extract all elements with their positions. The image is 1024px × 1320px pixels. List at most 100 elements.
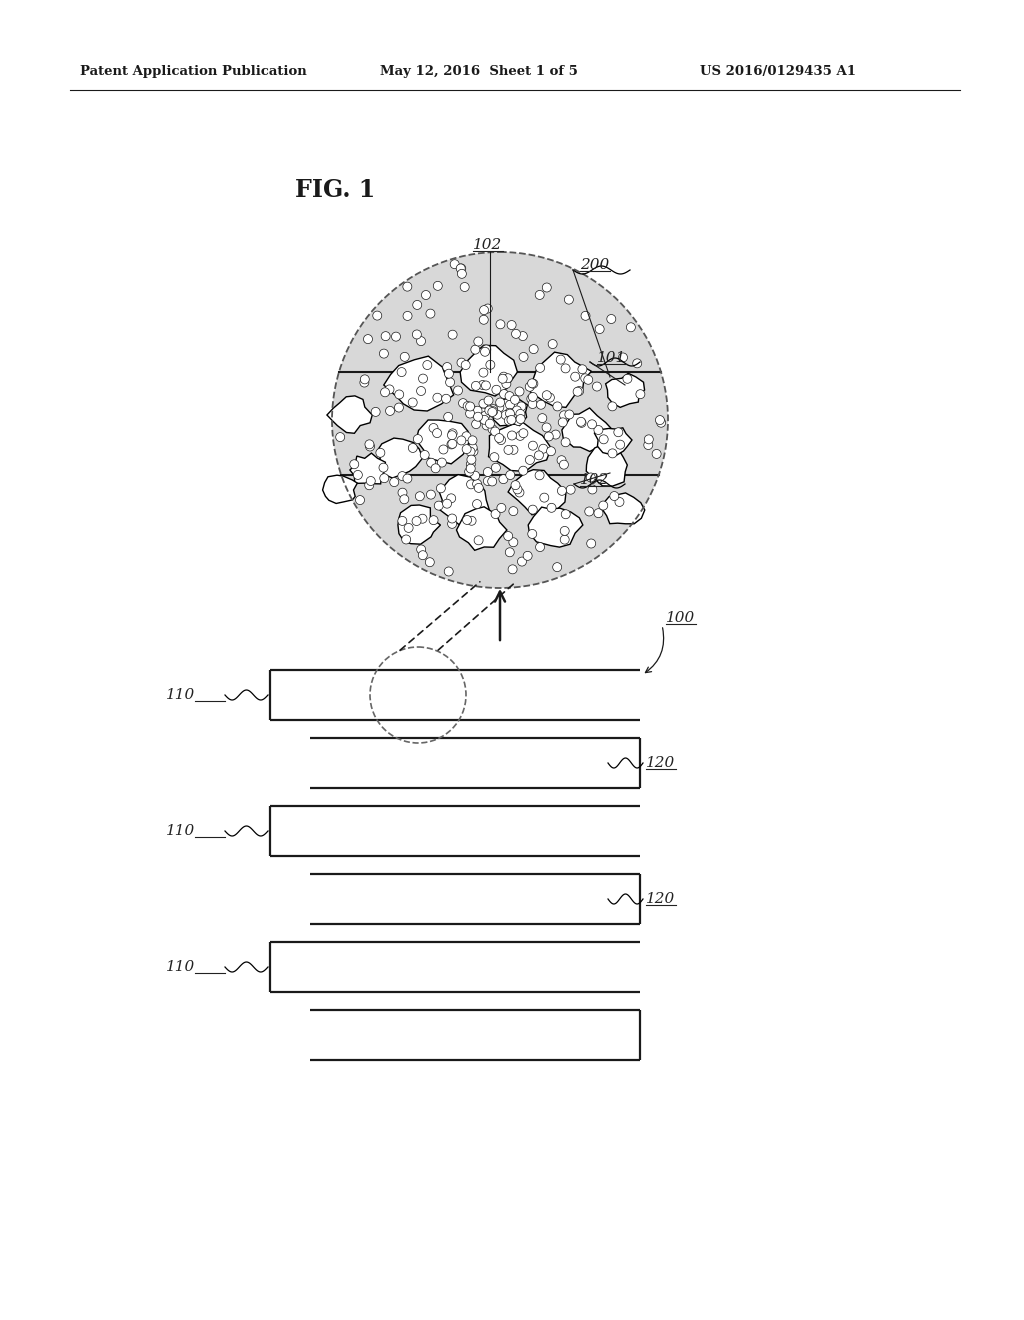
Circle shape bbox=[509, 445, 518, 454]
Circle shape bbox=[493, 411, 502, 420]
Circle shape bbox=[528, 441, 538, 450]
Circle shape bbox=[560, 535, 569, 544]
Circle shape bbox=[385, 385, 394, 393]
Circle shape bbox=[355, 495, 365, 504]
Polygon shape bbox=[350, 453, 385, 484]
Circle shape bbox=[399, 495, 409, 504]
Circle shape bbox=[513, 413, 522, 422]
Circle shape bbox=[504, 532, 513, 541]
Circle shape bbox=[584, 375, 593, 384]
Circle shape bbox=[473, 407, 482, 416]
Text: 120: 120 bbox=[646, 892, 675, 906]
Circle shape bbox=[473, 412, 482, 421]
Circle shape bbox=[381, 331, 390, 341]
Circle shape bbox=[496, 399, 505, 407]
Circle shape bbox=[608, 449, 617, 458]
Circle shape bbox=[516, 432, 524, 441]
Circle shape bbox=[459, 399, 468, 408]
Circle shape bbox=[417, 387, 426, 396]
Text: 102: 102 bbox=[473, 238, 502, 252]
Circle shape bbox=[429, 516, 438, 524]
Circle shape bbox=[497, 436, 506, 445]
Circle shape bbox=[364, 334, 373, 343]
Circle shape bbox=[542, 422, 551, 432]
Circle shape bbox=[485, 360, 495, 370]
Circle shape bbox=[506, 400, 514, 409]
Circle shape bbox=[556, 355, 565, 364]
Circle shape bbox=[479, 306, 488, 314]
Circle shape bbox=[467, 455, 476, 465]
Circle shape bbox=[585, 507, 594, 516]
Circle shape bbox=[480, 416, 488, 424]
Circle shape bbox=[386, 407, 394, 416]
Circle shape bbox=[492, 463, 501, 473]
Circle shape bbox=[498, 375, 507, 383]
Circle shape bbox=[367, 477, 375, 486]
Circle shape bbox=[535, 451, 544, 459]
Circle shape bbox=[447, 440, 457, 449]
Circle shape bbox=[465, 467, 474, 477]
Polygon shape bbox=[530, 352, 592, 408]
Circle shape bbox=[332, 252, 668, 587]
Circle shape bbox=[433, 393, 442, 403]
Circle shape bbox=[539, 445, 548, 453]
Circle shape bbox=[466, 403, 475, 411]
Circle shape bbox=[482, 421, 492, 430]
Circle shape bbox=[615, 440, 625, 449]
Circle shape bbox=[418, 515, 427, 523]
Polygon shape bbox=[398, 506, 440, 544]
Polygon shape bbox=[416, 420, 469, 463]
Circle shape bbox=[461, 360, 470, 370]
Circle shape bbox=[553, 401, 562, 411]
Circle shape bbox=[426, 490, 435, 499]
Circle shape bbox=[436, 483, 445, 492]
Circle shape bbox=[560, 527, 569, 536]
Circle shape bbox=[417, 337, 426, 346]
Circle shape bbox=[570, 372, 580, 381]
Circle shape bbox=[482, 345, 490, 354]
Circle shape bbox=[400, 352, 410, 362]
Circle shape bbox=[402, 282, 412, 292]
Circle shape bbox=[594, 425, 603, 434]
Circle shape bbox=[483, 467, 493, 477]
Polygon shape bbox=[323, 475, 357, 503]
Circle shape bbox=[472, 420, 480, 429]
Polygon shape bbox=[508, 470, 566, 515]
Circle shape bbox=[528, 379, 538, 388]
Circle shape bbox=[484, 407, 494, 414]
Circle shape bbox=[376, 449, 385, 457]
Circle shape bbox=[513, 484, 522, 494]
Circle shape bbox=[506, 470, 515, 479]
Circle shape bbox=[458, 269, 466, 279]
Circle shape bbox=[420, 450, 429, 459]
Circle shape bbox=[489, 409, 499, 417]
Circle shape bbox=[587, 473, 595, 482]
Circle shape bbox=[402, 474, 412, 483]
Circle shape bbox=[471, 381, 480, 391]
Circle shape bbox=[536, 290, 544, 300]
Circle shape bbox=[610, 491, 618, 500]
Circle shape bbox=[398, 488, 407, 498]
Circle shape bbox=[561, 438, 570, 446]
Circle shape bbox=[412, 516, 421, 525]
Circle shape bbox=[466, 459, 475, 469]
Polygon shape bbox=[603, 492, 645, 524]
Circle shape bbox=[573, 387, 582, 396]
Circle shape bbox=[655, 416, 665, 425]
Circle shape bbox=[627, 323, 636, 331]
Circle shape bbox=[578, 418, 586, 428]
Circle shape bbox=[478, 408, 487, 417]
Circle shape bbox=[431, 463, 440, 473]
Circle shape bbox=[652, 449, 662, 458]
Circle shape bbox=[426, 309, 435, 318]
Circle shape bbox=[443, 412, 453, 421]
Circle shape bbox=[527, 379, 537, 388]
Circle shape bbox=[353, 470, 362, 479]
Circle shape bbox=[441, 395, 451, 404]
Circle shape bbox=[559, 411, 568, 420]
Circle shape bbox=[574, 387, 584, 396]
Circle shape bbox=[468, 436, 477, 445]
Circle shape bbox=[492, 385, 501, 395]
Circle shape bbox=[515, 488, 524, 498]
Circle shape bbox=[471, 471, 479, 480]
